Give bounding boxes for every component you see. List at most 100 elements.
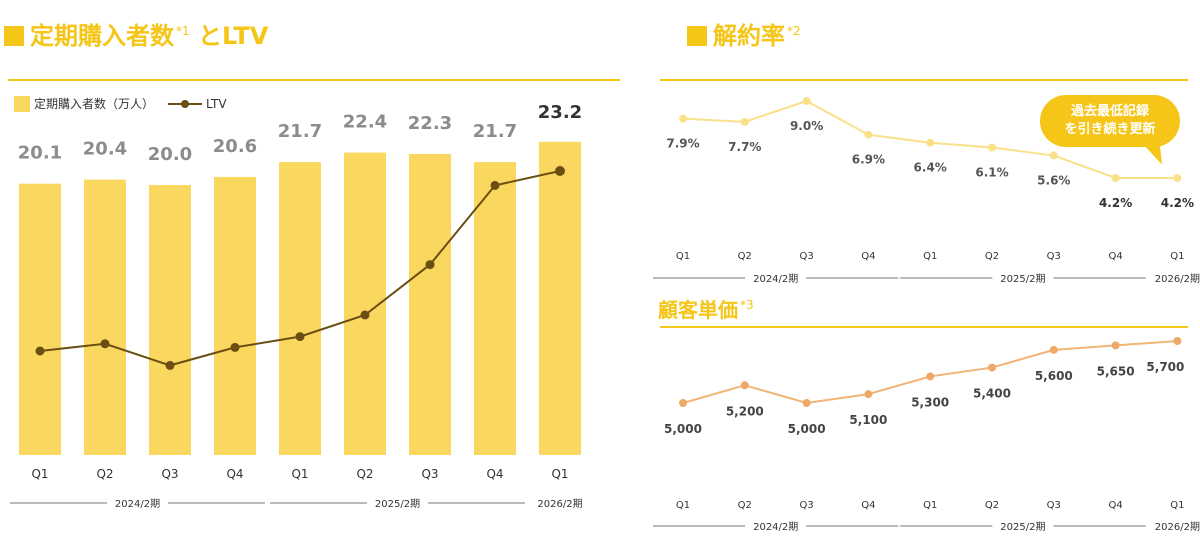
price-point xyxy=(1173,337,1182,345)
subscriber-bar xyxy=(19,183,61,455)
churn-quarter-tick: Q3 xyxy=(799,251,813,262)
churn-quarter-tick: Q2 xyxy=(738,251,752,262)
left-title-rule xyxy=(8,79,620,81)
subscriber-bar xyxy=(214,176,256,455)
churn-value-label: 6.1% xyxy=(975,166,1008,180)
subscriber-bar xyxy=(474,162,516,456)
ltv-point xyxy=(555,166,565,176)
subscriber-value-label: 20.0 xyxy=(148,144,192,165)
churn-quarter-tick: Q4 xyxy=(1108,251,1122,262)
chart-legend: 定期購入者数（万人） LTV xyxy=(14,95,227,112)
title-square-icon xyxy=(687,26,707,46)
quarter-tick-label: Q2 xyxy=(96,467,113,481)
price-title-text: 顧客単価 xyxy=(658,298,738,322)
churn-quarter-tick: Q1 xyxy=(676,251,690,262)
subscriber-bar xyxy=(84,179,126,455)
ltv-legend-label: LTV xyxy=(206,96,227,111)
price-value-label: 5,100 xyxy=(849,413,887,427)
subscriber-value-label: 20.1 xyxy=(18,143,62,164)
churn-point xyxy=(1173,174,1182,182)
price-period-label: 2025/2期 xyxy=(1000,521,1045,533)
churn-quarter-tick: Q1 xyxy=(1170,251,1184,262)
bar-legend-label: 定期購入者数（万人） xyxy=(34,97,155,111)
subscriber-bar xyxy=(279,162,321,456)
ltv-point xyxy=(35,346,45,356)
quarter-tick-label: Q3 xyxy=(421,467,438,481)
churn-point xyxy=(926,138,935,147)
subscribers-ltv-title: 定期購入者数 *1 とLTV xyxy=(4,16,268,51)
unit-price-title: 顧客単価 *3 xyxy=(658,294,754,323)
price-value-label: 5,000 xyxy=(664,422,702,436)
price-quarter-tick: Q4 xyxy=(861,500,875,511)
churn-point xyxy=(864,130,873,139)
churn-period-label: 2025/2期 xyxy=(1000,273,1045,285)
price-quarter-tick: Q3 xyxy=(1047,500,1061,511)
price-point xyxy=(740,381,749,390)
subscriber-value-label: 21.7 xyxy=(473,121,517,142)
price-quarter-tick: Q3 xyxy=(799,500,813,511)
price-value-label: 5,700 xyxy=(1146,360,1184,374)
subscribers-title-text: 定期購入者数 xyxy=(30,22,174,50)
price-point xyxy=(988,363,996,372)
footnote-mark-1: *1 xyxy=(176,24,190,38)
churn-title-text: 解約率 xyxy=(713,22,785,50)
churn-period-label: 2024/2期 xyxy=(753,273,798,285)
price-value-label: 5,650 xyxy=(1097,364,1135,378)
footnote-mark-2: *2 xyxy=(787,24,801,38)
churn-value-label: 6.4% xyxy=(914,161,947,175)
price-value-label: 5,600 xyxy=(1035,369,1073,383)
churn-point xyxy=(802,97,811,105)
subscriber-bar xyxy=(539,141,581,456)
subscriber-value-label: 20.4 xyxy=(83,139,127,160)
quarter-tick-label: Q3 xyxy=(161,467,178,481)
ltv-point xyxy=(100,339,110,349)
quarter-tick-label: Q2 xyxy=(356,467,373,481)
price-point xyxy=(926,372,935,381)
price-title-rule xyxy=(660,326,1188,328)
quarter-tick-label: Q1 xyxy=(551,467,568,481)
record-low-callout: 過去最低記録 を引き続き更新 xyxy=(1040,95,1180,147)
churn-quarter-tick: Q2 xyxy=(985,251,999,262)
churn-point xyxy=(679,114,687,123)
price-quarter-tick: Q1 xyxy=(1170,500,1184,511)
subscriber-value-label: 22.3 xyxy=(408,113,452,134)
callout-line-2: を引き続き更新 xyxy=(1064,122,1156,137)
ltv-legend-line-icon xyxy=(168,99,203,109)
price-quarter-tick: Q4 xyxy=(1108,500,1122,511)
price-value-label: 5,400 xyxy=(973,387,1011,401)
churn-point xyxy=(1111,174,1120,182)
churn-quarter-tick: Q4 xyxy=(861,251,875,262)
churn-quarter-tick: Q1 xyxy=(923,251,937,262)
quarter-tick-label: Q4 xyxy=(226,467,243,481)
churn-value-label: 9.0% xyxy=(790,119,823,133)
callout-line-1: 過去最低記録 xyxy=(1070,104,1149,119)
footnote-mark-3: *3 xyxy=(740,298,754,313)
price-quarter-tick: Q1 xyxy=(923,500,937,511)
ltv-title-text: とLTV xyxy=(198,22,269,50)
ltv-point xyxy=(295,332,305,342)
bar-legend-swatch xyxy=(14,95,30,112)
churn-period-label: 2026/2期 xyxy=(1155,273,1200,285)
subscriber-bar xyxy=(149,185,191,455)
price-value-label: 5,200 xyxy=(726,404,764,418)
left-period-label: 2026/2期 xyxy=(537,498,582,510)
price-quarter-tick: Q1 xyxy=(676,500,690,511)
ltv-point xyxy=(360,310,370,320)
subscriber-value-label: 21.7 xyxy=(278,121,322,142)
left-period-label: 2025/2期 xyxy=(375,498,420,510)
churn-value-label: 5.6% xyxy=(1037,174,1070,188)
churn-value-label: 4.2% xyxy=(1161,196,1194,210)
churn-value-label: 7.7% xyxy=(728,140,761,154)
ltv-point xyxy=(165,360,175,370)
churn-rate-title: 解約率 *2 xyxy=(687,16,801,51)
churn-point xyxy=(740,117,749,126)
left-period-label: 2024/2期 xyxy=(115,498,160,510)
ltv-point xyxy=(490,180,500,190)
price-point xyxy=(802,399,811,407)
price-point xyxy=(679,399,687,407)
churn-value-label: 6.9% xyxy=(852,153,885,167)
price-point xyxy=(1049,345,1058,354)
quarter-tick-label: Q1 xyxy=(31,467,48,481)
quarter-tick-label: Q4 xyxy=(486,467,503,481)
quarter-tick-label: Q1 xyxy=(291,467,308,481)
